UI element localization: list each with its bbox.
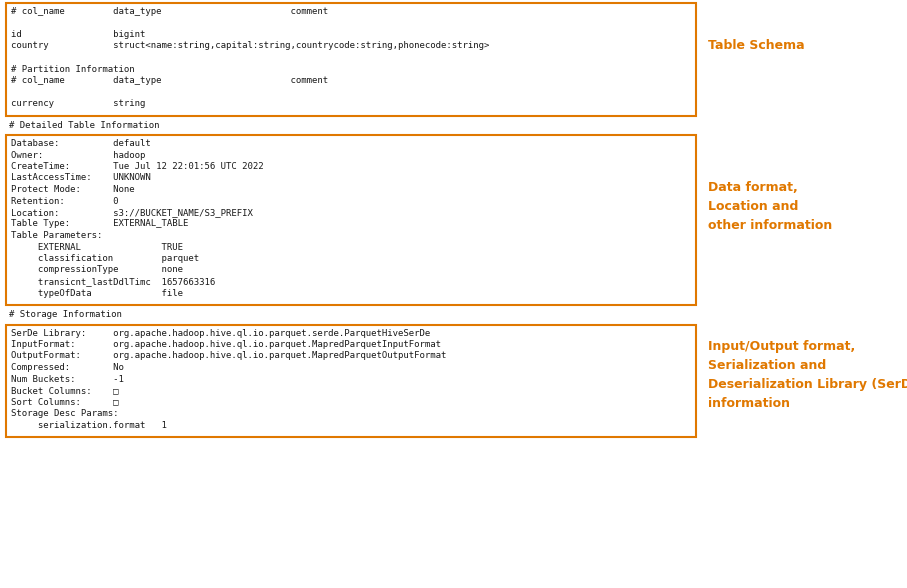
Text: Input/Output format,
Serialization and
Deserialization Library (SerDe)
informati: Input/Output format, Serialization and D… — [708, 340, 907, 410]
Text: OutputFormat:      org.apache.hadoop.hive.ql.io.parquet.MapredParquetOutputForma: OutputFormat: org.apache.hadoop.hive.ql.… — [11, 352, 446, 360]
Text: transicnt_lastDdlTimc  1657663316: transicnt_lastDdlTimc 1657663316 — [11, 277, 215, 286]
Text: Retention:         0: Retention: 0 — [11, 196, 119, 205]
Text: # col_name         data_type                        comment: # col_name data_type comment — [11, 7, 328, 16]
Text: EXTERNAL               TRUE: EXTERNAL TRUE — [11, 242, 183, 252]
Text: # col_name         data_type                        comment: # col_name data_type comment — [11, 76, 328, 85]
Text: Location:          s3://BUCKET_NAME/S3_PREFIX: Location: s3://BUCKET_NAME/S3_PREFIX — [11, 208, 253, 217]
Text: Owner:             hadoop: Owner: hadoop — [11, 151, 145, 159]
Text: Table Schema: Table Schema — [708, 39, 805, 52]
Text: Table Type:        EXTERNAL_TABLE: Table Type: EXTERNAL_TABLE — [11, 219, 189, 229]
Text: Data format,
Location and
other information: Data format, Location and other informat… — [708, 181, 833, 232]
Text: Num Buckets:       -1: Num Buckets: -1 — [11, 375, 124, 383]
Text: Bucket Columns:    □: Bucket Columns: □ — [11, 386, 119, 395]
Text: # Detailed Table Information: # Detailed Table Information — [9, 121, 160, 129]
Text: LastAccessTime:    UNKNOWN: LastAccessTime: UNKNOWN — [11, 173, 151, 182]
Text: Sort Columns:      □: Sort Columns: □ — [11, 397, 119, 406]
Text: currency           string: currency string — [11, 99, 145, 108]
Text: classification         parquet: classification parquet — [11, 254, 200, 263]
Text: Database:          default: Database: default — [11, 139, 151, 148]
Text: Compressed:        No: Compressed: No — [11, 363, 124, 372]
Text: InputFormat:       org.apache.hadoop.hive.ql.io.parquet.MapredParquetInputFormat: InputFormat: org.apache.hadoop.hive.ql.i… — [11, 340, 441, 349]
Text: Storage Desc Params:: Storage Desc Params: — [11, 409, 119, 418]
Text: country            struct<name:string,capital:string,countrycode:string,phonecod: country struct<name:string,capital:strin… — [11, 42, 490, 51]
Text: # Partition Information: # Partition Information — [11, 65, 134, 74]
Text: compressionType        none: compressionType none — [11, 266, 183, 275]
Text: id                 bigint: id bigint — [11, 30, 145, 39]
Text: Table Parameters:: Table Parameters: — [11, 231, 102, 240]
Text: # Storage Information: # Storage Information — [9, 310, 122, 319]
Text: typeOfData             file: typeOfData file — [11, 289, 183, 298]
Text: CreateTime:        Tue Jul 12 22:01:56 UTC 2022: CreateTime: Tue Jul 12 22:01:56 UTC 2022 — [11, 162, 264, 171]
Text: Protect Mode:      None: Protect Mode: None — [11, 185, 134, 194]
Text: SerDe Library:     org.apache.hadoop.hive.ql.io.parquet.serde.ParquetHiveSerDe: SerDe Library: org.apache.hadoop.hive.ql… — [11, 329, 430, 338]
Text: serialization.format   1: serialization.format 1 — [11, 420, 167, 429]
